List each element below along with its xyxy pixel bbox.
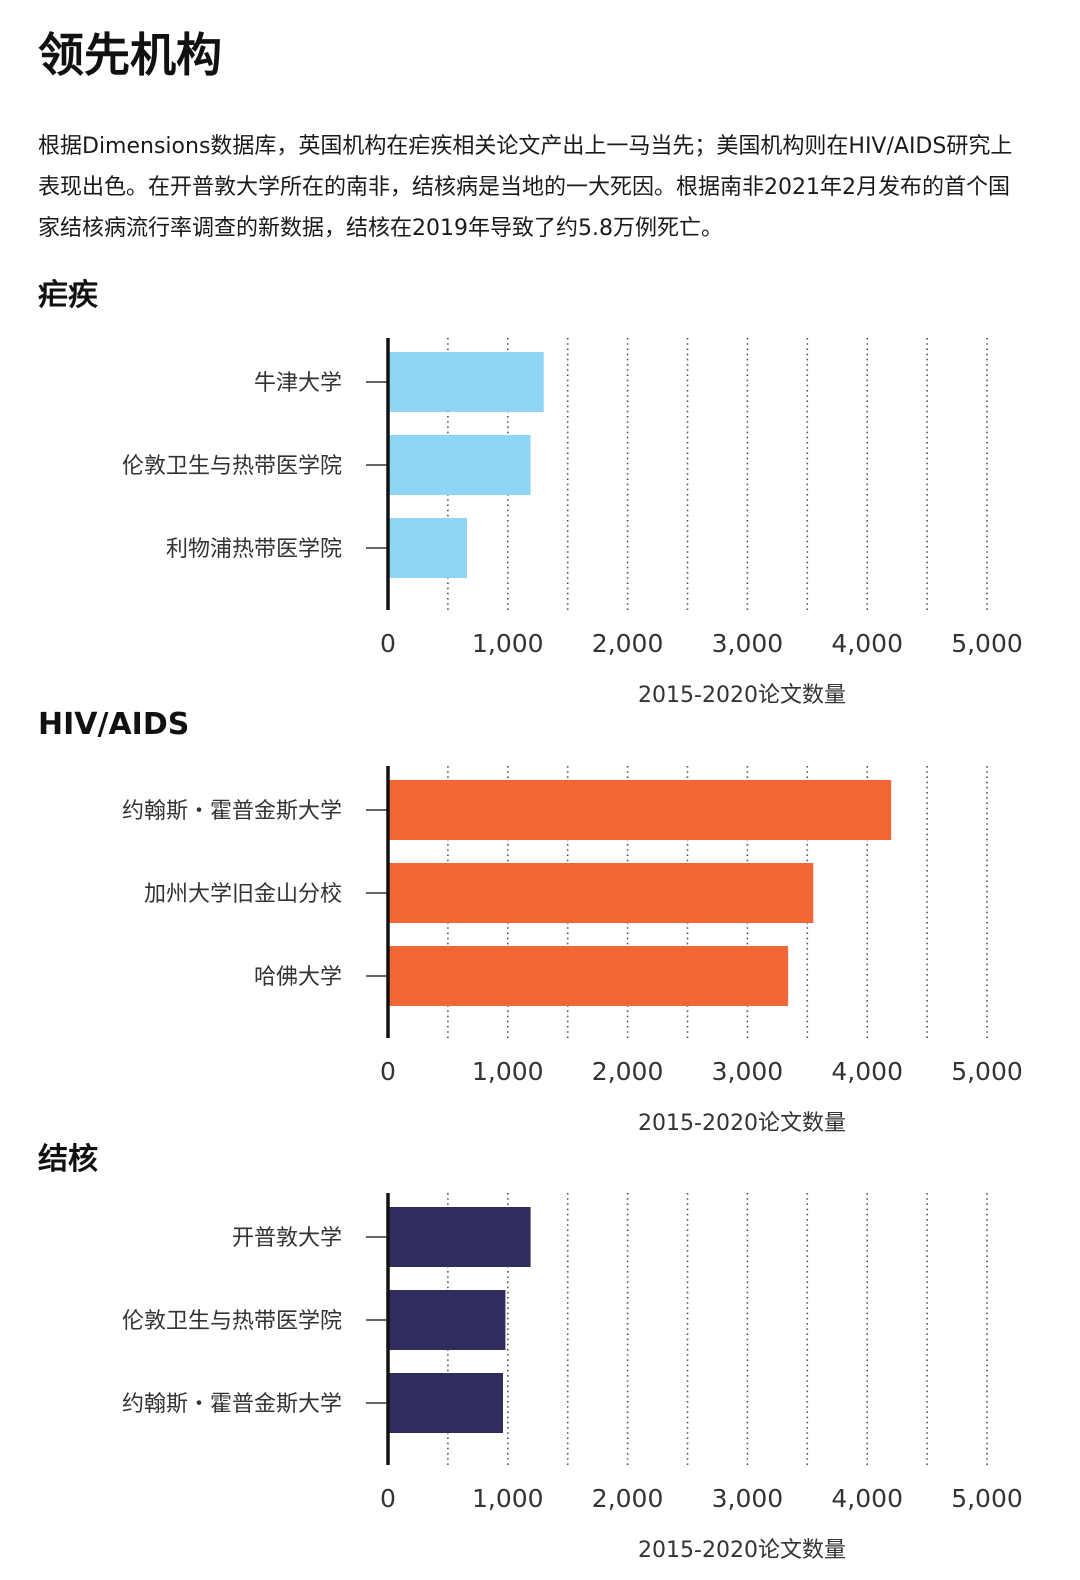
bar — [388, 1373, 504, 1433]
bar — [388, 518, 468, 578]
bar — [388, 863, 814, 923]
x-tick-label: 5,000 — [951, 629, 1023, 658]
category-label: 伦敦卫生与热带医学院 — [122, 454, 342, 479]
x-tick-label: 1,000 — [472, 1057, 544, 1086]
category-label: 开普敦大学 — [232, 1226, 342, 1251]
category-label: 利物浦热带医学院 — [166, 537, 342, 562]
x-tick-label: 2,000 — [592, 1057, 664, 1086]
category-label: 牛津大学 — [254, 371, 342, 396]
chart-title-hiv-aids: HIV/AIDS — [38, 707, 190, 742]
x-tick-label: 5,000 — [951, 1057, 1023, 1086]
category-label: 约翰斯・霍普金斯大学 — [122, 1392, 342, 1417]
category-label: 哈佛大学 — [254, 965, 342, 990]
bar — [388, 946, 789, 1006]
x-tick-label: 5,000 — [951, 1484, 1023, 1513]
x-tick-label: 2,000 — [592, 1484, 664, 1513]
x-tick-label: 3,000 — [712, 1057, 784, 1086]
x-tick-label: 3,000 — [712, 629, 784, 658]
bar — [388, 352, 544, 412]
x-tick-label: 0 — [380, 1057, 396, 1086]
category-label: 伦敦卫生与热带医学院 — [122, 1309, 342, 1334]
x-tick-label: 3,000 — [712, 1484, 784, 1513]
x-tick-label: 0 — [380, 629, 396, 658]
x-axis-label: 2015-2020论文数量 — [638, 1111, 846, 1136]
x-tick-label: 4,000 — [831, 629, 903, 658]
chart-title-malaria: 疟疾 — [38, 278, 98, 313]
x-axis-label: 2015-2020论文数量 — [638, 683, 846, 708]
bar — [388, 435, 531, 495]
x-tick-label: 0 — [380, 1484, 396, 1513]
intro-paragraph: 根据Dimensions数据库，英国机构在疟疾相关论文产出上一马当先；美国机构则… — [38, 134, 1013, 241]
bar — [388, 780, 892, 840]
page-title: 领先机构 — [38, 28, 222, 82]
category-label: 加州大学旧金山分校 — [144, 882, 342, 907]
x-tick-label: 1,000 — [472, 1484, 544, 1513]
category-label: 约翰斯・霍普金斯大学 — [122, 799, 342, 824]
x-tick-label: 4,000 — [831, 1057, 903, 1086]
bar — [388, 1207, 531, 1267]
x-tick-label: 4,000 — [831, 1484, 903, 1513]
x-tick-label: 2,000 — [592, 629, 664, 658]
x-axis-label: 2015-2020论文数量 — [638, 1538, 846, 1563]
chart-title-tuberculosis: 结核 — [38, 1142, 98, 1177]
bar — [388, 1290, 506, 1350]
x-tick-label: 1,000 — [472, 629, 544, 658]
